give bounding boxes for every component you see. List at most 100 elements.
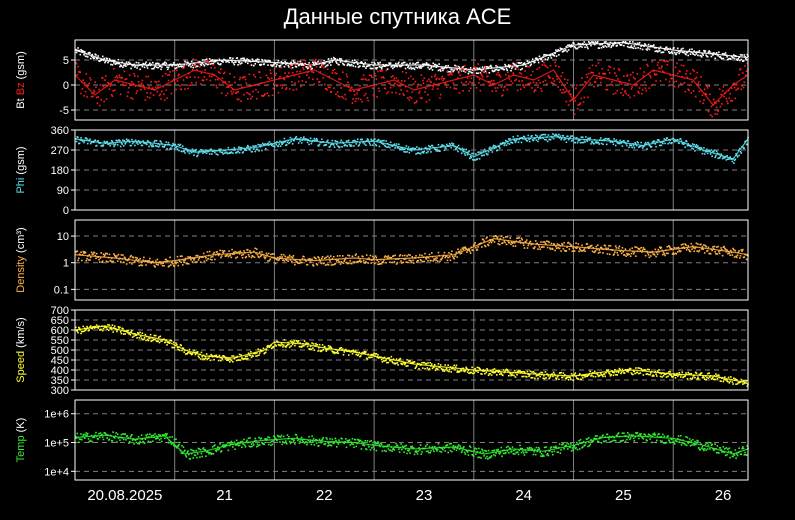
data-point bbox=[128, 442, 130, 444]
data-point bbox=[146, 96, 149, 98]
data-point bbox=[481, 76, 484, 78]
data-point bbox=[347, 354, 350, 356]
data-point bbox=[362, 259, 365, 262]
data-point bbox=[507, 71, 509, 74]
data-point bbox=[89, 325, 92, 327]
data-point bbox=[714, 57, 716, 60]
data-point bbox=[626, 370, 628, 373]
data-point bbox=[238, 444, 241, 447]
data-point bbox=[421, 97, 423, 100]
data-point bbox=[733, 249, 735, 251]
data-point bbox=[390, 65, 393, 68]
data-point bbox=[655, 255, 657, 258]
data-point bbox=[694, 145, 697, 148]
data-point bbox=[286, 256, 289, 259]
data-point bbox=[113, 60, 116, 62]
data-point bbox=[285, 442, 288, 445]
data-point bbox=[242, 76, 245, 78]
data-point bbox=[652, 83, 654, 86]
data-point bbox=[604, 244, 607, 247]
data-point bbox=[232, 355, 235, 357]
data-point bbox=[403, 258, 405, 260]
data-point bbox=[301, 258, 304, 260]
data-point bbox=[225, 94, 227, 97]
data-point bbox=[181, 264, 184, 266]
data-point bbox=[697, 250, 700, 253]
data-point bbox=[697, 376, 699, 379]
y-tick-label: 600 bbox=[51, 325, 69, 337]
data-point bbox=[558, 378, 560, 381]
data-point bbox=[273, 63, 275, 66]
data-point bbox=[269, 258, 272, 261]
data-point bbox=[611, 371, 614, 374]
data-point bbox=[546, 83, 548, 85]
data-point bbox=[172, 78, 175, 81]
data-point bbox=[464, 70, 467, 73]
data-point bbox=[620, 252, 623, 255]
data-point bbox=[194, 261, 197, 263]
data-point bbox=[338, 260, 340, 263]
data-point bbox=[384, 65, 387, 67]
data-point bbox=[93, 91, 96, 94]
data-point bbox=[534, 377, 536, 380]
data-point bbox=[292, 440, 295, 442]
data-point bbox=[152, 94, 155, 96]
data-point bbox=[596, 77, 598, 79]
data-point bbox=[321, 439, 323, 442]
data-point bbox=[288, 346, 291, 349]
data-point bbox=[411, 91, 414, 93]
data-point bbox=[293, 439, 295, 441]
data-point bbox=[261, 250, 263, 253]
data-point bbox=[540, 371, 542, 374]
data-point bbox=[469, 155, 472, 158]
data-point bbox=[631, 46, 633, 49]
data-point bbox=[560, 75, 562, 77]
data-point bbox=[227, 255, 230, 258]
data-point bbox=[628, 368, 630, 371]
data-point bbox=[288, 343, 290, 346]
data-point bbox=[104, 326, 106, 329]
data-point bbox=[318, 80, 321, 83]
data-point bbox=[131, 98, 134, 100]
data-point bbox=[722, 57, 725, 60]
data-point bbox=[158, 336, 160, 338]
data-point bbox=[627, 94, 630, 96]
data-point bbox=[267, 252, 270, 255]
data-point bbox=[616, 251, 618, 254]
data-point bbox=[662, 142, 664, 145]
data-point bbox=[721, 58, 723, 60]
data-point bbox=[341, 71, 344, 74]
data-point bbox=[485, 371, 488, 374]
data-point bbox=[397, 62, 399, 65]
data-point bbox=[560, 250, 562, 252]
data-point bbox=[613, 42, 615, 45]
data-point bbox=[581, 136, 584, 139]
data-point bbox=[111, 140, 114, 143]
data-point bbox=[350, 63, 353, 66]
data-point bbox=[135, 334, 138, 337]
data-point bbox=[541, 60, 544, 63]
data-point bbox=[284, 60, 286, 63]
data-point bbox=[246, 144, 249, 147]
data-point bbox=[626, 144, 628, 147]
data-point bbox=[351, 255, 354, 258]
data-point bbox=[555, 65, 557, 67]
data-point bbox=[522, 83, 524, 86]
data-point bbox=[383, 256, 386, 258]
data-point bbox=[236, 355, 239, 358]
data-point bbox=[640, 246, 642, 249]
data-point bbox=[626, 252, 628, 255]
data-point bbox=[665, 252, 668, 255]
data-point bbox=[472, 158, 474, 161]
data-point bbox=[342, 353, 345, 356]
data-point bbox=[606, 88, 609, 91]
data-point bbox=[123, 139, 126, 142]
data-point bbox=[507, 370, 509, 372]
data-point bbox=[398, 143, 400, 146]
y-axis-label-part: (gsm) bbox=[15, 51, 27, 82]
data-point bbox=[246, 439, 248, 442]
data-point bbox=[321, 257, 323, 260]
data-point bbox=[233, 441, 236, 444]
data-point bbox=[502, 236, 505, 239]
data-point bbox=[419, 97, 422, 99]
